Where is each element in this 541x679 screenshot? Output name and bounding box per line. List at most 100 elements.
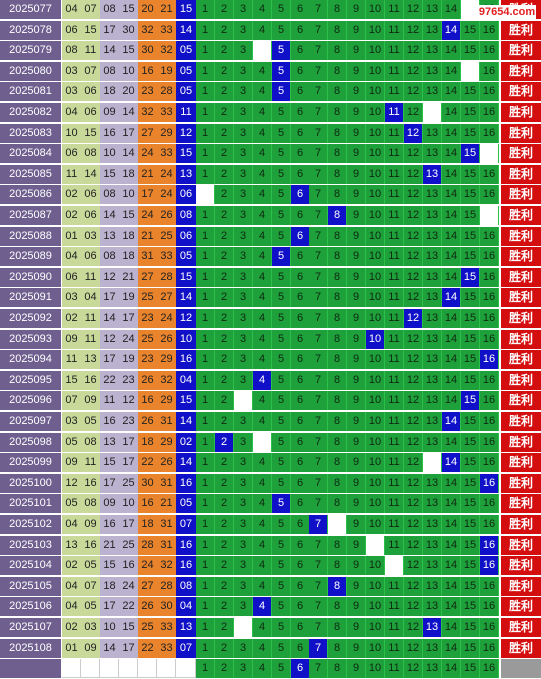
table-row: 2025088 01 03 13 18 21 25 06 1 2 3 4 5 6 7 8 9 10 11 12 13 14… [0, 227, 541, 247]
red-ball-number: 12 [62, 474, 81, 493]
trend-cell: 2 [215, 185, 234, 204]
trend-cell: 3 [234, 62, 253, 81]
trend-cell: 6 [291, 350, 310, 369]
red-ball-number: 21 [119, 268, 138, 287]
trend-cell: 4 [253, 639, 272, 658]
red-ball-number: 12 [119, 391, 138, 410]
win-badge: 胜利 [501, 103, 541, 122]
trend-cell: 12 [404, 82, 423, 101]
trend-cell: 5 [272, 597, 291, 616]
period-cell: 2025081 [0, 82, 62, 101]
trend-cell: 3 [234, 247, 253, 266]
win-badge: 胜利 [501, 227, 541, 246]
trend-cell: 8 [328, 474, 347, 493]
trend-cell: 13 [423, 206, 442, 225]
blue-ball-number: 14 [176, 453, 196, 472]
red-ball-number: 05 [81, 597, 100, 616]
trend-cell: 15 [461, 412, 480, 431]
trend-hit-cell: 12 [404, 309, 423, 328]
red-ball-number: 17 [119, 124, 138, 143]
red-ball-number: 16 [81, 474, 100, 493]
trend-cell: 15 [461, 165, 480, 184]
win-badge: 胜利 [501, 82, 541, 101]
trend-cell: 15 [461, 618, 480, 637]
win-badge: 胜利 [501, 206, 541, 225]
trend-cell: 12 [404, 618, 423, 637]
trend-cell: 14 [442, 536, 461, 555]
trend-cell: 2 [215, 330, 234, 349]
trend-cell: 12 [404, 247, 423, 266]
trend-cell: 8 [328, 536, 347, 555]
trend-cell: 8 [328, 350, 347, 369]
trend-cell: 11 [385, 350, 404, 369]
trend-cell: 10 [366, 618, 385, 637]
trend-cell: 9 [347, 618, 366, 637]
trend-cell: 9 [347, 556, 366, 575]
win-badge: 胜利 [501, 494, 541, 513]
trend-hit-cell: 15 [461, 268, 480, 287]
trend-cell: 3 [234, 0, 253, 19]
empty-result-cell [501, 659, 541, 678]
win-badge: 胜利 [501, 371, 541, 390]
trend-cell: 3 [234, 371, 253, 390]
trend-cell: 2 [215, 288, 234, 307]
red-ball-number: 08 [81, 433, 100, 452]
red-ball-number: 15 [119, 41, 138, 60]
trend-cell: 12 [404, 185, 423, 204]
blue-ball-number: 12 [176, 309, 196, 328]
period-cell: 2025107 [0, 618, 62, 637]
win-badge: 胜利 [501, 412, 541, 431]
red-ball-number: 15 [100, 556, 119, 575]
trend-cell: 1 [196, 453, 215, 472]
trend-cell: 16 [480, 597, 499, 616]
period-cell: 2025086 [0, 185, 62, 204]
blue-ball-number: 05 [176, 41, 196, 60]
red-ball-number: 27 [138, 577, 157, 596]
trend-cell: 4 [253, 185, 272, 204]
win-badge: 胜利 [501, 309, 541, 328]
red-ball-number: 33 [157, 618, 176, 637]
trend-cell: 13 [423, 556, 442, 575]
red-ball-number: 08 [62, 41, 81, 60]
trend-cell: 14 [442, 124, 461, 143]
trend-cell: 8 [328, 494, 347, 513]
trend-cell: 3 [234, 268, 253, 287]
red-ball-number: 33 [157, 21, 176, 40]
trend-cell: 14 [442, 350, 461, 369]
trend-cell: 1 [196, 247, 215, 266]
trend-cell: 15 [461, 206, 480, 225]
trend-cell: 6 [291, 453, 310, 472]
trend-cell: 9 [347, 391, 366, 410]
trend-cell: 10 [366, 165, 385, 184]
trend-cell: 1 [196, 350, 215, 369]
red-ball-number: 19 [119, 288, 138, 307]
period-cell: 2025092 [0, 309, 62, 328]
period-cell: 2025085 [0, 165, 62, 184]
red-ball-number: 32 [157, 371, 176, 390]
trend-cell: 1 [196, 268, 215, 287]
trend-cell: 6 [291, 268, 310, 287]
trend-cell: 6 [291, 474, 310, 493]
trend-blank-cell: 3 [234, 391, 253, 410]
trend-cell: 4 [253, 309, 272, 328]
trend-cell: 11 [385, 474, 404, 493]
trend-hit-cell: 15 [461, 144, 480, 163]
trend-cell: 11 [385, 330, 404, 349]
trend-blank-cell: 10 [366, 536, 385, 555]
win-badge: 胜利 [501, 124, 541, 143]
red-ball-number: 25 [157, 227, 176, 246]
red-ball-number: 18 [119, 247, 138, 266]
table-row: 2025089 04 06 08 18 31 33 05 1 2 3 4 5 6 7 8 9 10 11 12 13 14… [0, 247, 541, 267]
trend-cell: 12 [404, 577, 423, 596]
table-row: 2025090 06 11 12 21 27 28 15 1 2 3 4 5 6 7 8 9 10 11 12 13 14… [0, 268, 541, 288]
trend-cell: 4 [253, 144, 272, 163]
red-ball-number: 19 [157, 62, 176, 81]
trend-cell: 13 [423, 371, 442, 390]
trend-cell: 8 [328, 618, 347, 637]
trend-cell: 8 [328, 247, 347, 266]
trend-cell: 9 [347, 247, 366, 266]
red-ball-number: 26 [157, 206, 176, 225]
trend-cell: 1 [196, 227, 215, 246]
trend-cell: 12 [404, 103, 423, 122]
trend-cell: 14 [442, 556, 461, 575]
